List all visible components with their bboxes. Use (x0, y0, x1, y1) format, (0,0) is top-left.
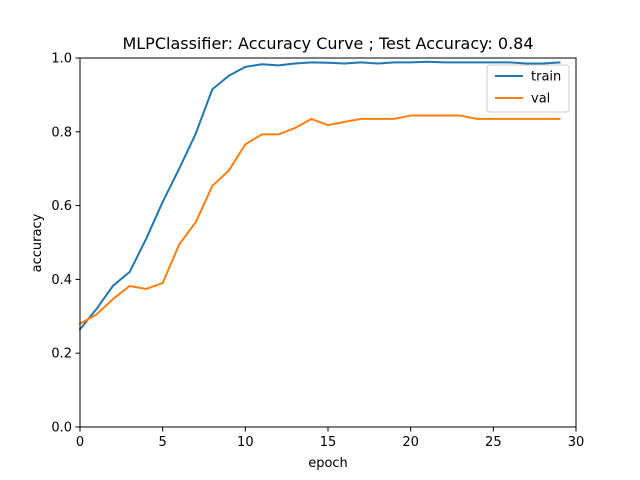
y-tick-label: 0.8 (51, 125, 72, 140)
legend-label-val: val (531, 92, 550, 107)
x-tick-label: 5 (159, 435, 167, 450)
plot-area: 0 5 10 15 20 25 30 0.0 0.2 0.4 0.6 0.8 1.0 (51, 52, 584, 451)
y-tick-label: 0.0 (51, 421, 72, 436)
legend: train val (486, 64, 570, 113)
x-tick-label: 30 (568, 435, 585, 450)
x-tick-label: 0 (76, 435, 84, 450)
y-tick-label: 0.2 (51, 347, 72, 362)
legend-label-train: train (531, 70, 561, 85)
x-axis-label: epoch (308, 456, 348, 471)
y-tick-label: 1.0 (51, 52, 72, 67)
x-tick-label: 15 (320, 435, 337, 450)
series-line-val (78, 114, 561, 326)
y-tick-label: 0.6 (51, 199, 72, 214)
y-tick-label: 0.4 (51, 273, 72, 288)
y-axis-label: accuracy (30, 213, 45, 272)
x-tick-label: 25 (485, 435, 502, 450)
series-line-train (78, 60, 561, 331)
chart-title: MLPClassifier: Accuracy Curve ; Test Acc… (122, 34, 533, 53)
x-tick-label: 20 (402, 435, 419, 450)
x-tick-label: 10 (237, 435, 254, 450)
